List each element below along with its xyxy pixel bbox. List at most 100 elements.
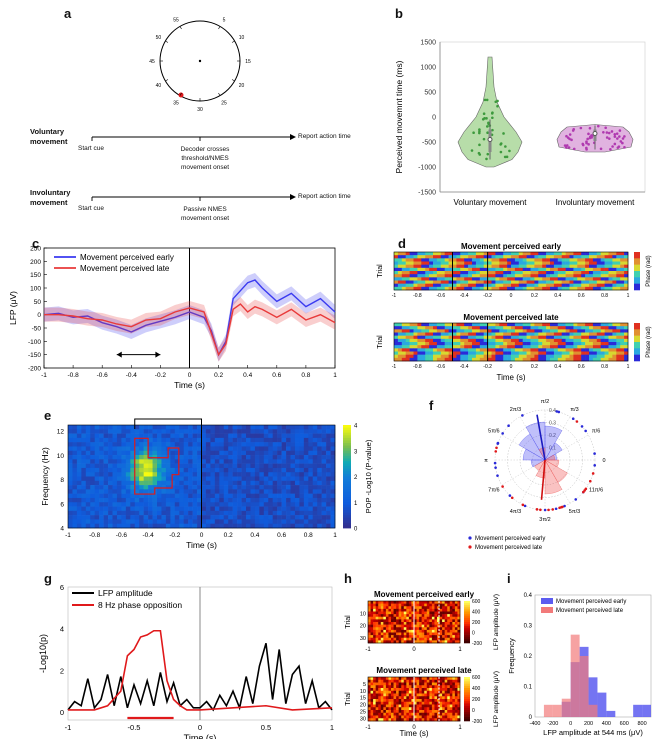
heatmap-cell: [281, 510, 287, 516]
phase-cell: [561, 332, 566, 336]
phase-cell: [526, 261, 531, 265]
polar-point-early: [554, 507, 558, 511]
phase-cell: [592, 280, 598, 284]
phase-cell: [620, 280, 625, 284]
amp-cell: [401, 640, 405, 644]
heatmap-cell: [294, 523, 300, 529]
phase-cell: [542, 329, 547, 333]
heatmap-cell: [303, 510, 309, 516]
y-axis-label: LFP (μV): [8, 291, 18, 325]
phase-cell: [518, 351, 523, 355]
phase-cell: [542, 338, 547, 343]
phase-cell: [429, 323, 434, 327]
amp-cell: [457, 718, 461, 722]
amp-cell: [370, 627, 374, 631]
heatmap-cell: [94, 493, 100, 499]
amp-cell: [408, 616, 412, 620]
heatmap-cell: [90, 510, 95, 516]
heatmap-cell: [94, 519, 100, 525]
phase-cell: [448, 357, 453, 362]
heatmap-cell: [237, 472, 242, 477]
amp-cell: [429, 718, 433, 722]
amp-cell: [396, 637, 399, 641]
amp-cell: [447, 603, 451, 607]
heatmap-cell: [94, 450, 100, 456]
cbar-tick: 0: [354, 527, 358, 533]
heatmap-cell: [72, 497, 78, 503]
amp-cell: [426, 704, 430, 708]
amp-cell: [388, 677, 392, 681]
heatmap-cell: [299, 459, 305, 464]
amp-cell: [449, 685, 453, 689]
amp-cell: [398, 679, 402, 683]
heatmap-cell: [116, 497, 122, 503]
heatmap-cell: [174, 446, 180, 452]
amp-cell: [449, 696, 453, 700]
phase-cell: [511, 280, 516, 284]
amp-cell: [416, 611, 420, 615]
amp-cell: [370, 679, 374, 683]
heatmap-cell: [232, 442, 238, 447]
heatmap-cell: [170, 459, 176, 464]
heatmap-cell: [263, 515, 269, 520]
amp-cell: [411, 690, 415, 694]
phase-cell: [577, 357, 582, 362]
heatmap-cell: [139, 450, 144, 456]
heatmap-cell: [321, 442, 327, 447]
heatmap-cell: [188, 437, 193, 443]
phase-cell: [569, 261, 574, 265]
phase-cell: [405, 342, 410, 346]
heatmap-cell: [170, 502, 176, 507]
heatmap-cell: [192, 433, 198, 439]
amp-cell: [380, 606, 384, 610]
heatmap-cell: [201, 497, 207, 503]
phase-cell: [608, 277, 613, 281]
phase-cell: [460, 354, 465, 359]
phase-cell: [604, 326, 609, 330]
phase-cell: [546, 277, 551, 281]
phase-cell: [600, 280, 605, 284]
amp-cell: [406, 619, 410, 623]
amp-cell: [457, 611, 461, 615]
phase-cell: [483, 258, 488, 262]
amp-cell: [403, 690, 407, 694]
phase-cell: [433, 332, 438, 336]
heatmap-cell: [219, 425, 225, 430]
heatmap-cell: [161, 476, 167, 482]
amp-cell: [449, 688, 453, 692]
heatmap-cell: [90, 425, 95, 430]
phase-cell: [573, 274, 578, 278]
phase-cell: [600, 258, 605, 262]
amp-cell: [411, 614, 415, 618]
raster-late-x-tick: 0.8: [601, 364, 608, 370]
heatmap-cell: [317, 510, 322, 516]
phase-cell: [596, 274, 601, 278]
phase-cell: [596, 335, 601, 340]
amp-early-cbar-cell: [464, 630, 470, 633]
x-tick-label: -400: [529, 721, 540, 727]
phase-cell: [456, 345, 461, 349]
phase-cell: [413, 342, 418, 346]
heatmap-cell: [272, 437, 278, 443]
heatmap-cell: [112, 442, 118, 447]
amp-cell: [452, 629, 456, 633]
phase-cell: [561, 338, 566, 343]
heatmap-cell: [308, 463, 314, 469]
heatmap-cell: [214, 463, 220, 469]
heatmap-cell: [197, 489, 202, 494]
amp-cell: [378, 624, 382, 628]
phase-cell: [456, 338, 461, 343]
heatmap-cell: [94, 442, 100, 447]
heatmap-cell: [241, 425, 247, 430]
heatmap-cell: [294, 437, 300, 443]
phase-cell: [585, 342, 590, 346]
amp-cell: [375, 718, 379, 722]
amp-cell: [431, 608, 435, 612]
raster-late-x-tick: 0.2: [531, 364, 538, 370]
amp-cell: [431, 614, 435, 618]
phase-cell: [417, 348, 422, 352]
phase-cell: [589, 280, 594, 284]
heatmap-cell: [299, 455, 305, 460]
phase-cell: [589, 274, 594, 278]
heatmap-cell: [94, 523, 100, 529]
